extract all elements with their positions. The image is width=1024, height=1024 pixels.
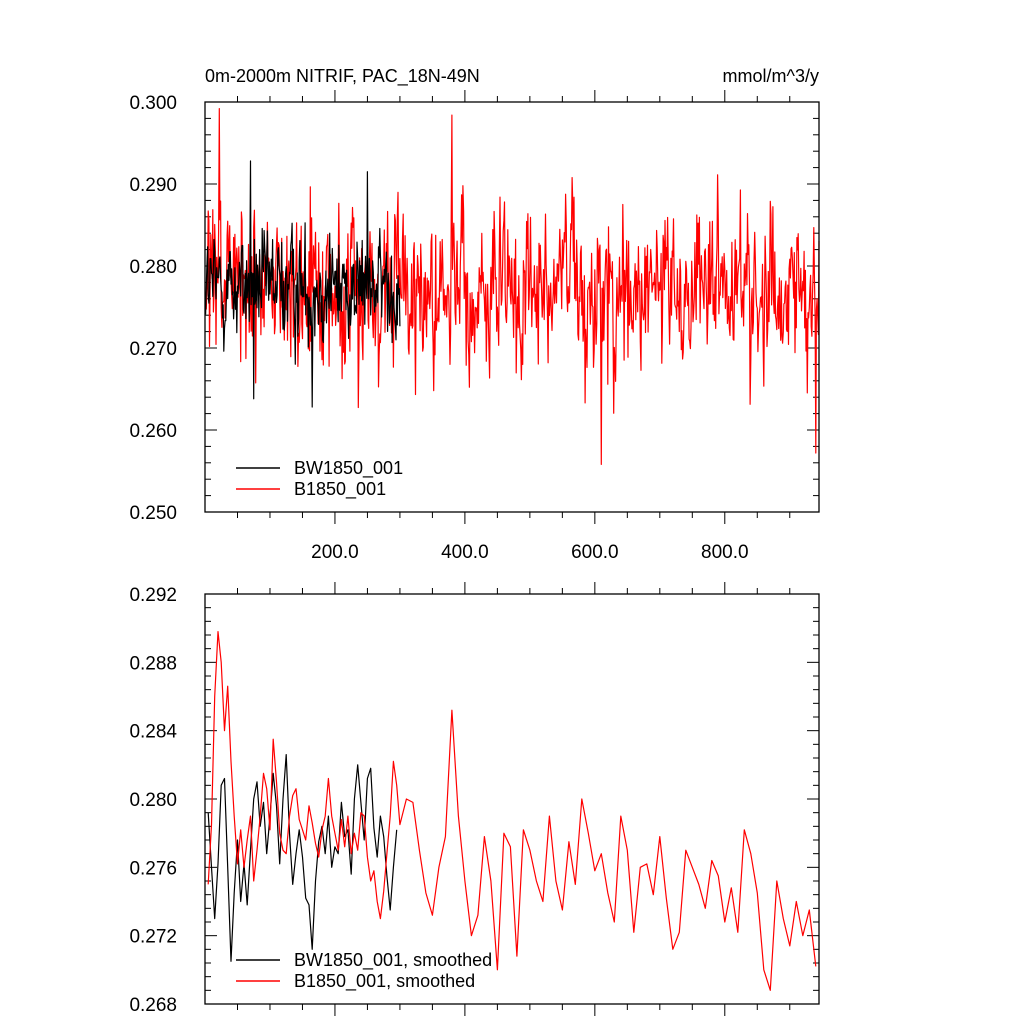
y-tick-label: 0.280 bbox=[129, 790, 177, 811]
top-panel-series bbox=[205, 108, 820, 465]
legend-label: B1850_001, smoothed bbox=[294, 971, 475, 992]
legend-label: BW1850_001 bbox=[294, 458, 403, 479]
series-line-b1850-001 bbox=[207, 631, 817, 991]
y-tick-label: 0.292 bbox=[129, 585, 177, 606]
top-panel-x-tick-labels: 200.0 400.0 600.0 800.0 bbox=[311, 542, 748, 563]
series-line-bw1850-001 bbox=[205, 160, 401, 408]
x-tick-label: 800.0 bbox=[701, 542, 749, 563]
y-tick-label: 0.284 bbox=[129, 722, 177, 743]
x-tick-label: 400.0 bbox=[441, 542, 489, 563]
units-label: mmol/m^3/y bbox=[723, 66, 819, 86]
y-tick-label: 0.276 bbox=[129, 858, 177, 879]
bottom-panel-series bbox=[207, 631, 817, 991]
legend-label: BW1850_001, smoothed bbox=[294, 950, 492, 971]
y-tick-label: 0.260 bbox=[129, 421, 177, 442]
bottom-panel: 0.268 0.272 0.276 0.280 0.284 0.288 0.292 BW18… bbox=[129, 582, 820, 1016]
x-tick-label: 600.0 bbox=[571, 542, 619, 563]
series-line-bw1850-001 bbox=[207, 754, 398, 962]
y-tick-label: 0.280 bbox=[129, 257, 177, 278]
y-tick-label: 0.300 bbox=[129, 93, 177, 114]
x-tick-label: 200.0 bbox=[311, 542, 359, 563]
y-tick-label: 0.250 bbox=[129, 503, 177, 524]
y-tick-label: 0.272 bbox=[129, 927, 177, 948]
legend-label: B1850_001 bbox=[294, 479, 386, 500]
top-panel: 0.250 0.260 0.270 0.280 0.290 0.300 200.0 400.… bbox=[129, 90, 820, 563]
top-panel-frame bbox=[204, 101, 820, 513]
y-tick-label: 0.290 bbox=[129, 175, 177, 196]
y-tick-label: 0.288 bbox=[129, 653, 177, 674]
top-panel-y-tick-labels: 0.250 0.260 0.270 0.280 0.290 0.300 bbox=[129, 93, 177, 524]
y-tick-label: 0.270 bbox=[129, 339, 177, 360]
bottom-panel-frame bbox=[204, 593, 820, 1005]
bottom-panel-y-tick-labels: 0.268 0.272 0.276 0.280 0.284 0.288 0.292 bbox=[129, 585, 177, 1016]
y-tick-label: 0.268 bbox=[129, 995, 177, 1016]
chart-title: 0m-2000m NITRIF, PAC_18N-49N bbox=[205, 66, 480, 87]
